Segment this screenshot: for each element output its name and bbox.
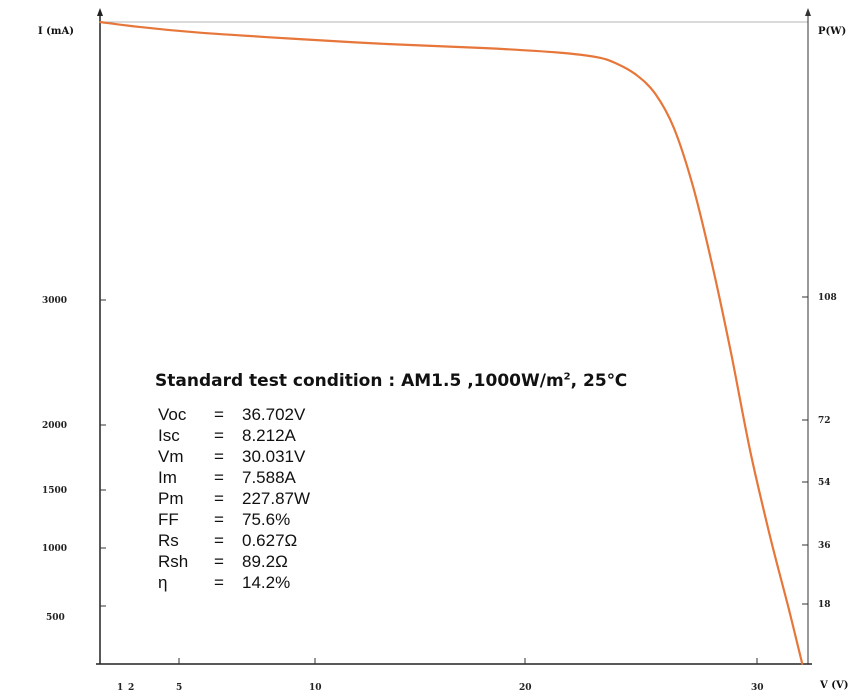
iv-curve-point	[194, 31, 197, 34]
iv-curve-point	[635, 73, 637, 76]
y-tick-label: 1000	[42, 544, 67, 554]
iv-curve-point	[386, 43, 388, 45]
x-ticks: 1 2 5 10 20 30	[117, 658, 764, 693]
test-condition-text: Standard test condition : AM1.5 ,1000W/m	[155, 371, 564, 391]
iv-curve-point	[768, 534, 771, 536]
iv-curve-point	[673, 127, 675, 130]
param-name: Im	[158, 468, 177, 487]
y-tick-label: 3000	[42, 296, 67, 306]
param-value: 0.627Ω	[242, 531, 298, 550]
param-name: η	[158, 573, 168, 592]
iv-curve-point	[252, 35, 254, 37]
y-tick-label: 1500	[42, 486, 67, 496]
iv-curve-point	[730, 354, 733, 357]
param-eq: =	[214, 468, 224, 487]
test-condition-label: Standard test condition : AM1.5 ,1000W/m…	[155, 371, 627, 391]
param-name: Isc	[158, 426, 180, 445]
y-tick-label-right: 108	[818, 293, 837, 303]
iv-curve-point	[788, 608, 790, 611]
x-tick-label: 1	[117, 683, 123, 693]
param-eq: =	[214, 531, 224, 550]
y-tick-label: 2000	[42, 421, 67, 431]
y-tick-label-right: 72	[818, 416, 831, 426]
iv-curve-point	[290, 37, 293, 40]
param-row: Rsh = 89.2Ω	[158, 551, 310, 572]
x-tick-label: 30	[751, 683, 764, 693]
test-condition-sup: 2	[563, 371, 571, 383]
iv-curve-point	[615, 62, 618, 65]
x-tick-label: 10	[309, 683, 322, 693]
param-value: 7.588A	[242, 468, 296, 487]
iv-curve-point	[481, 47, 484, 49]
param-eq: =	[214, 489, 224, 508]
y-ticks-right: 108 72 54 36 18	[802, 293, 837, 610]
param-row: η = 14.2%	[158, 572, 310, 593]
y-ticks-left: 3000 2000 1500 1000 500	[42, 296, 106, 623]
iv-curve-point	[137, 26, 140, 28]
x-tick-label: 2	[128, 683, 134, 693]
param-row: FF = 75.6%	[158, 509, 310, 530]
param-row: Voc = 36.702V	[158, 404, 310, 425]
iv-curve-point	[99, 21, 101, 23]
y-tick-label: 500	[46, 613, 65, 623]
y-axis-right-arrow	[805, 8, 811, 16]
iv-curve-point	[558, 51, 560, 54]
param-value: 8.212A	[242, 426, 296, 445]
y-tick-label-right: 54	[818, 478, 831, 488]
series-layer	[99, 20, 804, 665]
x-axis-label: V (V)	[819, 680, 848, 691]
param-name: Voc	[158, 405, 187, 424]
param-value: 30.031V	[242, 447, 306, 466]
param-value: 89.2Ω	[242, 552, 288, 571]
param-value: 227.87W	[242, 489, 311, 508]
iv-curve-point	[596, 56, 599, 59]
test-condition-temp: , 25℃	[570, 371, 628, 391]
param-eq: =	[214, 573, 224, 592]
param-row: Pm = 227.87W	[158, 488, 310, 509]
param-row: Isc = 8.212A	[158, 425, 310, 446]
iv-curve-point	[711, 264, 714, 267]
param-name: FF	[158, 510, 179, 529]
iv-curve-point	[654, 92, 656, 95]
x-tick-label: 5	[176, 683, 182, 693]
y-axis-right-label: P(W)	[818, 26, 846, 37]
param-eq: =	[214, 405, 224, 424]
param-value: 36.702V	[242, 405, 306, 424]
param-name: Rsh	[158, 552, 189, 571]
x-tick-label: 20	[519, 683, 532, 693]
y-axis-left-arrow	[97, 8, 103, 16]
param-name: Pm	[158, 489, 184, 508]
y-tick-label-right: 18	[818, 600, 831, 610]
y-tick-label-right: 36	[818, 541, 831, 551]
param-eq: =	[214, 426, 224, 445]
param-value: 75.6%	[242, 510, 291, 529]
param-eq: =	[214, 552, 224, 571]
iv-curve-point	[692, 186, 694, 188]
param-row: Rs = 0.627Ω	[158, 530, 310, 551]
iv-curve-point	[801, 663, 804, 665]
param-name: Vm	[158, 447, 184, 466]
param-eq: =	[214, 510, 224, 529]
param-row: Im = 7.588A	[158, 467, 310, 488]
iv-curve-point	[749, 452, 752, 454]
y-axis-left-label: I (mA)	[38, 26, 74, 37]
param-value: 14.2%	[242, 573, 291, 592]
param-row: Vm = 30.031V	[158, 446, 310, 467]
param-name: Rs	[158, 531, 179, 550]
parameter-table: Voc = 36.702V Isc = 8.212A Vm = 30.031V Im = 7.5…	[158, 404, 310, 593]
param-eq: =	[214, 447, 224, 466]
